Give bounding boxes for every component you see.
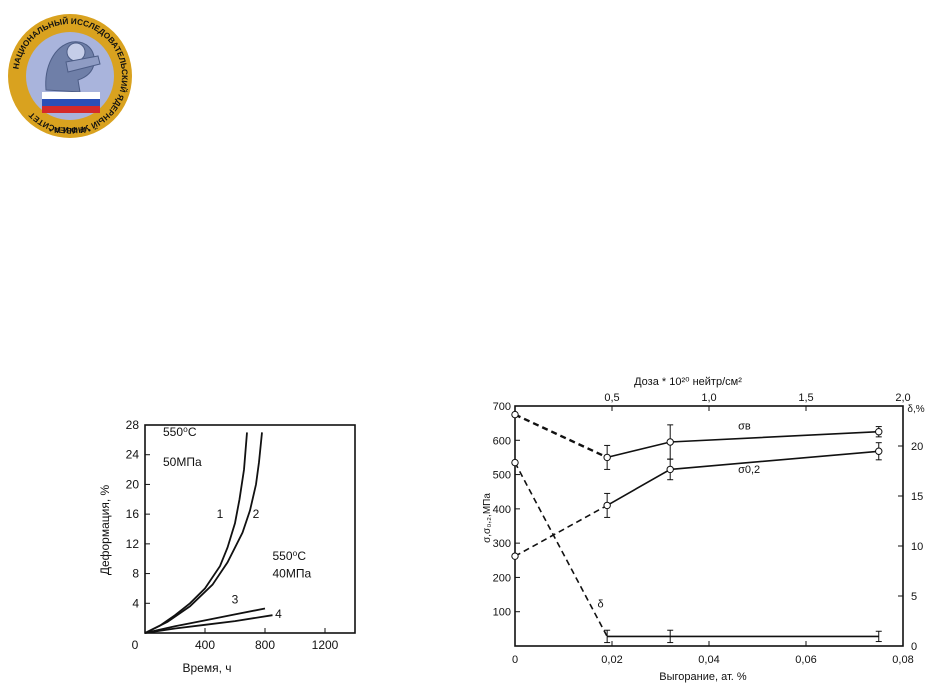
y-tick-label: 400 [493, 504, 511, 516]
annotation-text: 50МПа [163, 455, 202, 469]
x-axis-label: Выгорание, ат. % [659, 671, 747, 683]
data-point [511, 458, 519, 467]
y-tick-label: 700 [493, 401, 511, 413]
y-tick-label: 12 [126, 537, 140, 551]
y2-tick-label: 5 [911, 591, 917, 603]
series-line-σ0,2 [606, 450, 879, 507]
x2-tick-label: 1,5 [798, 392, 813, 404]
x-tick-label: 0 [512, 654, 518, 666]
x-tick-label: 0,06 [795, 654, 816, 666]
data-point [603, 453, 611, 462]
x2-axis-ticks: 0,5 1,0 1,5 2,0 [604, 392, 911, 411]
annotation-text: 550⁰С [273, 549, 307, 563]
series-label-2: 2 [253, 507, 260, 521]
logo-flag-white [42, 92, 100, 99]
x2-tick-label: 2,0 [895, 392, 910, 404]
data-point [511, 410, 519, 419]
plot-frame [144, 424, 356, 634]
x-tick-label: 0 [132, 638, 139, 652]
logo-bottom-text: • М И Ф И • [49, 126, 91, 135]
y-axis-ticks: 4 8 12 16 20 24 28 [126, 418, 150, 610]
annotation-text: 550⁰С [163, 425, 197, 439]
data-point [603, 501, 611, 510]
y-tick-label: 200 [493, 572, 511, 584]
x-tick-label: 0,02 [601, 654, 622, 666]
data-point [875, 447, 883, 455]
y-axis-label: Деформация, % [98, 484, 112, 575]
x-tick-label: 400 [195, 638, 215, 652]
series-line-σв [606, 430, 879, 459]
y-tick-label: 100 [493, 607, 511, 619]
x-axis-ticks: 0 400 800 1200 [132, 628, 339, 652]
x-axis-ticks: 0 0,02 0,04 0,06 0,08 [512, 641, 914, 666]
y2-axis-ticks: 0 5 10 15 20 [898, 441, 923, 653]
mephi-logo: НАЦИОНАЛЬНЫЙ ИССЛЕДОВАТЕЛЬСКИЙ ЯДЕРНЫЙ У… [8, 14, 132, 138]
series-group: 1 2 3 4 [144, 432, 282, 634]
logo-flag-red [42, 106, 100, 113]
series-dashed-σ0,2 [514, 504, 608, 557]
series-label: σв [738, 420, 751, 432]
y2-axis-label: δ,% [907, 404, 924, 415]
x2-tick-label: 1,0 [701, 392, 716, 404]
data-point [511, 552, 519, 560]
y2-tick-label: 10 [911, 541, 923, 553]
y-axis-label: σ,σ₀,₂,МПа [482, 493, 493, 543]
annotations: 550⁰С 50МПа 550⁰С 40МПа [163, 425, 311, 580]
y-tick-label: 20 [126, 477, 140, 491]
x-axis-label: Время, ч [182, 661, 231, 675]
series-label: δ [597, 599, 603, 611]
data-point [875, 428, 883, 436]
x-tick-label: 0,04 [698, 654, 719, 666]
y-axis-ticks: 100 200 300 400 500 600 700 [493, 401, 520, 619]
series-label-1: 1 [217, 507, 224, 521]
series-group: σв σ0,2 δ [511, 410, 883, 644]
y-tick-label: 16 [126, 507, 140, 521]
data-point [666, 465, 674, 474]
series-line-3 [144, 607, 266, 634]
y-tick-label: 300 [493, 538, 511, 550]
data-point [666, 438, 674, 446]
logo-figure [45, 41, 101, 93]
y-tick-label: 500 [493, 470, 511, 482]
series-line-1 [144, 432, 248, 634]
y-tick-label: 4 [132, 596, 139, 610]
y-tick-label: 600 [493, 435, 511, 447]
series-label-4: 4 [275, 607, 282, 621]
x2-axis-label: Доза * 10²⁰ нейтр/см² [634, 376, 742, 388]
logo-flag-blue [42, 99, 100, 106]
series-dashed-σв [514, 413, 608, 459]
y-tick-label: 28 [126, 418, 140, 432]
y-tick-label: 24 [126, 448, 140, 462]
x-tick-label: 0,08 [892, 654, 913, 666]
y-tick-label: 8 [132, 567, 139, 581]
series-line-2 [144, 432, 263, 634]
annotation-text: 40МПа [273, 566, 312, 580]
y2-tick-label: 15 [911, 491, 923, 503]
series-line-4 [144, 614, 273, 634]
y2-tick-label: 0 [911, 641, 917, 653]
x-tick-label: 1200 [312, 638, 339, 652]
series-dashed-δ [514, 462, 608, 637]
y2-tick-label: 20 [911, 441, 923, 453]
series-label-3: 3 [232, 592, 239, 606]
series-label: σ0,2 [738, 464, 760, 476]
x-tick-label: 800 [255, 638, 275, 652]
burnup-properties-chart: 100 200 300 400 500 600 700 0 5 10 15 20 0 0,02 0,04… [482, 376, 925, 683]
x2-tick-label: 0,5 [604, 392, 619, 404]
